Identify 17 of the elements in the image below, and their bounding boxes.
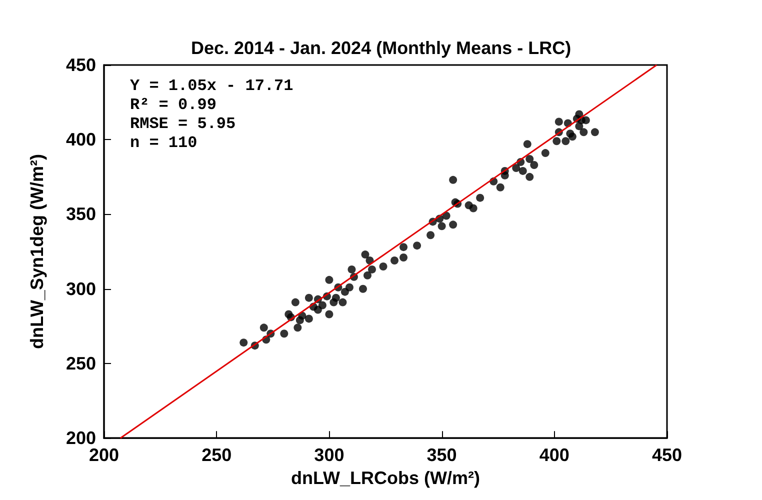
y-tick-label: 450: [66, 55, 96, 75]
y-tick-label: 300: [66, 278, 96, 299]
x-tick-label: 300: [314, 445, 344, 466]
y-tick-label: 400: [66, 130, 96, 150]
x-tick-label: 450: [652, 445, 682, 466]
y-tick-label: 350: [66, 204, 96, 224]
x-tick-label: 250: [202, 445, 232, 466]
chart-title: Dec. 2014 - Jan. 2024 (Monthly Means - LRC): [190, 38, 572, 58]
annotation: Y = 1.05x - 17.71: [130, 77, 294, 95]
y-axis-title: dnLW_Syn1deg (W/m²): [27, 154, 47, 350]
annotation: RMSE = 5.95: [130, 115, 236, 133]
x-axis-title: dnLW_LRCobs (W/m²): [291, 468, 480, 488]
annotation: R² = 0.99: [130, 96, 216, 114]
x-tick-label: 350: [426, 445, 457, 466]
y-tick-label: 250: [66, 353, 96, 374]
x-tick-label: 400: [539, 445, 570, 466]
annotation: n = 110: [130, 134, 198, 152]
